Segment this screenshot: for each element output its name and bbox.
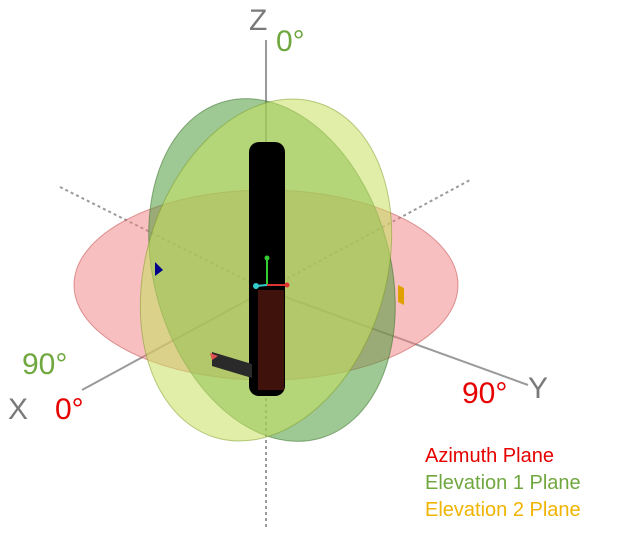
- legend-item-elevation-2: Elevation 2 Plane: [425, 499, 581, 521]
- x-axis-label: X: [8, 393, 29, 426]
- x-elevation-angle-label: 90°: [22, 348, 68, 381]
- coordinate-triad: [253, 255, 290, 289]
- device-body: [210, 142, 285, 396]
- azimuth-marker-right: [398, 285, 404, 305]
- azimuth-marker-left: [155, 262, 163, 276]
- y-azimuth-angle-label: 90°: [462, 377, 508, 410]
- x-azimuth-angle-label: 0°: [55, 393, 84, 426]
- plane-legend: Azimuth Plane Elevation 1 Plane Elevatio…: [425, 443, 581, 524]
- legend-item-elevation-1: Elevation 1 Plane: [425, 472, 581, 494]
- z-angle-label: 0°: [276, 25, 305, 58]
- y-axis-label: Y: [528, 372, 549, 405]
- legend-item-azimuth: Azimuth Plane: [425, 445, 554, 467]
- z-axis-label: Z: [249, 4, 268, 37]
